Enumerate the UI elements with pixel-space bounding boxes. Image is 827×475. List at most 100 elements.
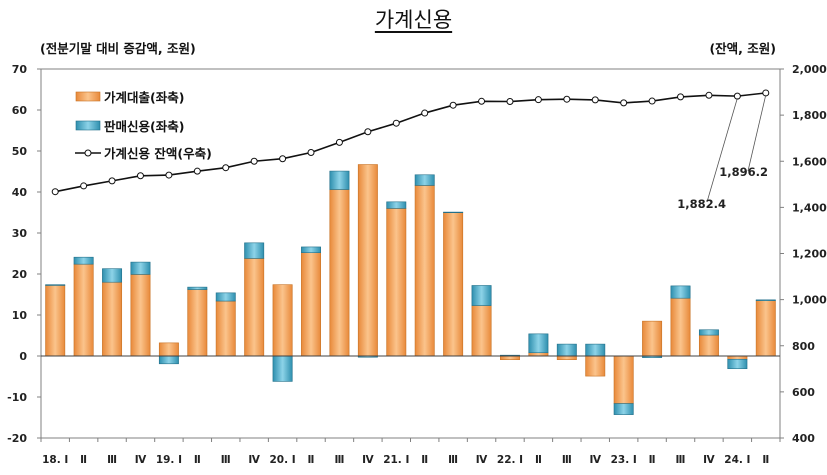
sales-credit-bar xyxy=(698,329,719,336)
balance-point xyxy=(648,97,656,105)
legend-marker xyxy=(84,149,92,157)
x-axis-tick-label: 19. Ⅰ xyxy=(156,454,182,466)
left-axis-tick-label: 70 xyxy=(12,63,28,76)
loan-bar xyxy=(642,320,663,357)
x-axis-tick-label: Ⅳ xyxy=(703,454,715,466)
balance-point xyxy=(478,97,486,105)
loan-bar xyxy=(755,300,776,357)
loan-bar xyxy=(670,297,691,357)
balance-point xyxy=(136,172,144,180)
left-axis-tick-label: 50 xyxy=(12,145,28,158)
annotation-leader-line xyxy=(706,98,738,203)
x-axis-tick-label: Ⅲ xyxy=(562,454,572,466)
balance-point xyxy=(677,93,685,101)
x-axis-tick-label: Ⅱ xyxy=(80,454,87,466)
right-axis-tick-label: 600 xyxy=(792,386,815,399)
loan-bar xyxy=(102,281,123,357)
x-axis-tick-label: Ⅱ xyxy=(308,454,315,466)
sales-credit-bar xyxy=(45,284,66,286)
legend-label: 가계대출(좌축) xyxy=(104,90,184,105)
balance-point xyxy=(591,96,599,104)
sales-credit-bar xyxy=(130,261,151,275)
chart-title: 가계신용 xyxy=(374,8,453,32)
loan-bar xyxy=(158,342,179,357)
loan-bar xyxy=(613,355,634,404)
sales-credit-bar xyxy=(187,286,208,290)
sales-credit-bar xyxy=(443,211,464,213)
left-axis-tick-label: 60 xyxy=(12,104,28,117)
loan-bar xyxy=(301,252,321,357)
loan-bar xyxy=(471,305,492,357)
sales-credit-bar xyxy=(585,343,606,357)
balance-point xyxy=(449,101,457,109)
right-axis-tick-label: 1,000 xyxy=(792,294,827,307)
sales-credit-bar xyxy=(755,299,776,301)
balance-point xyxy=(506,98,514,106)
x-axis-tick-label: Ⅳ xyxy=(589,454,601,466)
left-axis-tick-label: 20 xyxy=(12,268,28,281)
x-axis-tick-label: 21. Ⅰ xyxy=(383,454,409,466)
balance-point xyxy=(392,119,400,127)
x-axis-tick-label: Ⅱ xyxy=(649,454,656,466)
loan-bar xyxy=(187,289,208,357)
loan-bar xyxy=(556,355,577,360)
loan-bar xyxy=(215,300,236,357)
left-axis-label: (전분기말 대비 증감액, 조원) xyxy=(40,41,196,56)
x-axis-tick-label: 24. Ⅰ xyxy=(724,454,750,466)
loan-bar xyxy=(443,212,464,357)
loan-bar xyxy=(130,274,151,357)
legend-label: 가계신용 잔액(우축) xyxy=(104,146,212,161)
x-axis-tick-label: Ⅳ xyxy=(248,454,260,466)
right-axis-tick-label: 800 xyxy=(792,340,815,353)
balance-point xyxy=(222,164,230,172)
sales-credit-bar xyxy=(272,355,293,382)
left-axis-tick-label: 40 xyxy=(12,186,28,199)
sales-credit-bar xyxy=(329,170,350,190)
x-axis-tick-label: Ⅲ xyxy=(448,454,458,466)
x-axis-tick-label: Ⅱ xyxy=(535,454,542,466)
sales-credit-bar xyxy=(528,333,549,354)
sales-credit-bar xyxy=(158,355,179,365)
x-axis-tick-label: 23. Ⅰ xyxy=(611,454,637,466)
right-axis-tick-label: 1,400 xyxy=(792,201,827,214)
loan-bar xyxy=(357,164,378,357)
x-axis-tick-label: Ⅳ xyxy=(362,454,374,466)
balance-point xyxy=(421,109,429,117)
legend-swatch xyxy=(75,91,101,102)
sales-credit-bar xyxy=(244,242,265,259)
loan-bar xyxy=(244,258,265,357)
sales-credit-bar xyxy=(215,292,236,302)
balance-point xyxy=(51,188,59,196)
loan-bar xyxy=(585,355,606,377)
loan-bar xyxy=(329,189,350,357)
left-axis-tick-label: 0 xyxy=(19,350,27,363)
balance-point xyxy=(80,182,88,190)
loan-bar xyxy=(272,284,293,357)
balance-point xyxy=(193,167,201,175)
right-axis-tick-label: 1,200 xyxy=(792,248,827,261)
right-axis-tick-label: 1,600 xyxy=(792,155,827,168)
x-axis-tick-label: Ⅲ xyxy=(334,454,344,466)
balance-point xyxy=(165,171,173,179)
right-axis-tick-label: 400 xyxy=(792,432,815,445)
balance-point xyxy=(279,155,287,163)
x-axis-tick-label: Ⅱ xyxy=(194,454,201,466)
x-axis-tick-label: Ⅳ xyxy=(476,454,488,466)
balance-point xyxy=(364,128,372,136)
sales-credit-bar xyxy=(556,343,577,357)
balance-point xyxy=(705,91,713,99)
legend-swatch xyxy=(75,120,101,131)
loan-bar xyxy=(45,285,66,357)
right-axis-label: (잔액, 조원) xyxy=(709,41,776,56)
x-axis-tick-label: Ⅲ xyxy=(676,454,686,466)
loan-bar xyxy=(73,263,94,357)
sales-credit-bar xyxy=(414,174,435,186)
left-axis-tick-label: -10 xyxy=(7,391,27,404)
legend-label: 판매신용(좌축) xyxy=(104,119,184,134)
x-axis-tick-label: Ⅳ xyxy=(135,454,147,466)
loan-bar xyxy=(414,185,435,357)
loan-bar xyxy=(386,208,407,357)
balance-point xyxy=(335,138,343,146)
left-axis-tick-label: 30 xyxy=(12,227,28,240)
